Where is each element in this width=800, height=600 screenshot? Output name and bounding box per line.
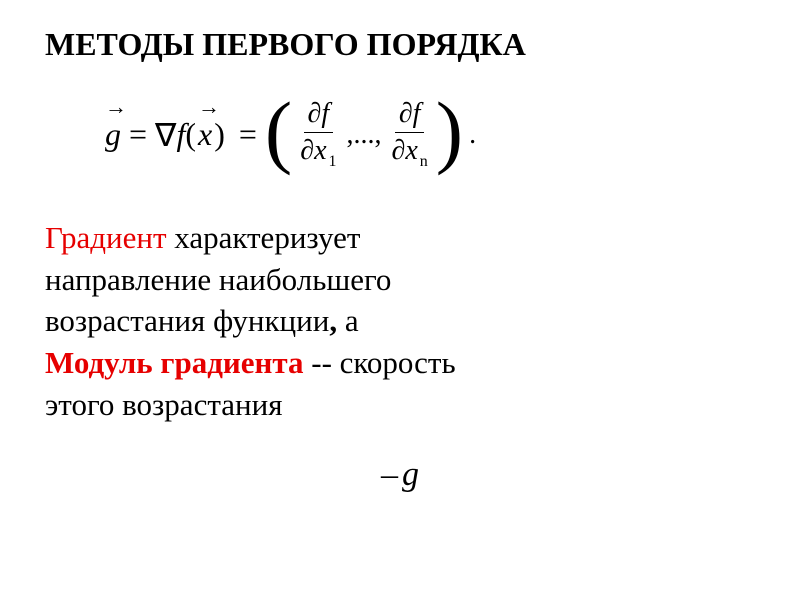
vector-x: → x xyxy=(198,116,212,153)
arrow-icon: → xyxy=(198,94,212,120)
body-line2: направление наибольшего xyxy=(45,262,391,297)
open-paren-small: ( xyxy=(185,116,196,153)
big-open-paren: ( xyxy=(265,87,292,175)
nabla-symbol: ∇ xyxy=(155,116,176,154)
frac1-numerator: ∂f xyxy=(304,100,334,133)
frac1-denominator: ∂x1 xyxy=(296,133,340,170)
symbol-g-bottom: g xyxy=(402,456,419,493)
slide-title: МЕТОДЫ ПЕРВОГО ПОРЯДКА xyxy=(45,26,755,63)
equals-sign: = xyxy=(129,116,147,153)
symbol-f: f xyxy=(176,116,185,153)
negative-gradient: –g xyxy=(210,456,590,494)
formula-period: . xyxy=(469,119,476,151)
arrow-icon: → xyxy=(105,94,121,120)
close-paren-small: ) xyxy=(214,116,225,153)
body-line1-rest: характеризует xyxy=(167,220,361,255)
body-comma: , xyxy=(329,303,337,338)
body-line3b: а xyxy=(337,303,359,338)
body-line5: этого возрастания xyxy=(45,387,282,422)
ellipsis: ,..., xyxy=(347,119,382,151)
vector-g: → g xyxy=(105,116,121,153)
body-paragraph: Градиент характеризует направление наибо… xyxy=(45,217,755,426)
body-line3a: возрастания функции xyxy=(45,303,329,338)
slide-container: МЕТОДЫ ПЕРВОГО ПОРЯДКА → g = ∇ f ( → x )… xyxy=(0,0,800,504)
modulus-words: Модуль градиента xyxy=(45,345,304,380)
minus-sign: – xyxy=(381,456,398,493)
gradient-formula: → g = ∇ f ( → x ) = ( ∂f ∂x1 ,..., xyxy=(105,91,755,179)
symbol-x: x xyxy=(198,116,212,152)
body-line4-rest: -- скорость xyxy=(304,345,456,380)
gradient-word: Градиент xyxy=(45,220,167,255)
frac2-denominator: ∂xn xyxy=(388,133,432,170)
symbol-g: g xyxy=(105,116,121,152)
big-close-paren: ) xyxy=(436,87,463,175)
equals-sign: = xyxy=(239,116,257,153)
partial-fraction-1: ∂f ∂x1 xyxy=(296,100,340,170)
frac2-numerator: ∂f xyxy=(395,100,425,133)
partial-fraction-n: ∂f ∂xn xyxy=(388,100,432,170)
big-paren-group: ( ∂f ∂x1 ,..., ∂f ∂xn ) xyxy=(265,91,463,179)
